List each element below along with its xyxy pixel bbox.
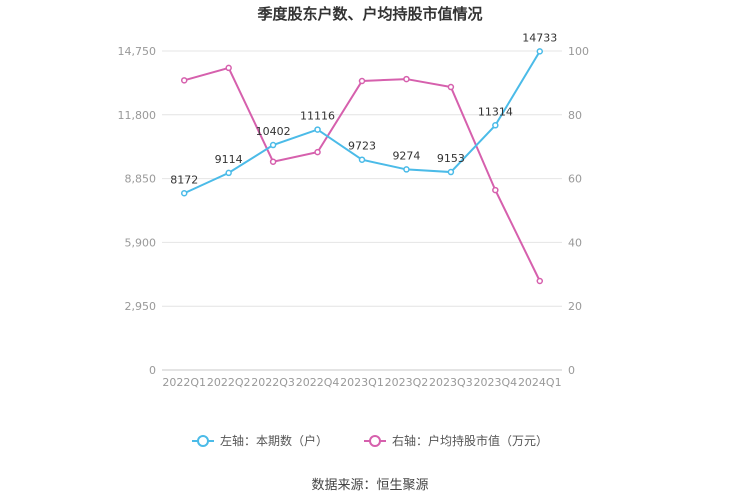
- data-point-left: [403, 166, 410, 173]
- x-axis-tick-label: 2023Q3: [429, 376, 473, 389]
- right-axis-tick-label: 20: [568, 300, 582, 313]
- x-axis-tick-label: 2022Q3: [251, 376, 295, 389]
- legend-label-left: 左轴：本期数（户）: [219, 434, 328, 448]
- left-axis-tick-label: 11,800: [118, 109, 157, 122]
- data-point-left: [492, 122, 499, 129]
- x-axis-tick-label: 2022Q2: [207, 376, 251, 389]
- data-label-left: 14733: [522, 31, 557, 44]
- data-point-right: [314, 148, 321, 156]
- data-point-left: [447, 168, 455, 176]
- data-point-right: [180, 77, 188, 84]
- x-axis-tick-label: 2022Q1: [162, 376, 206, 389]
- data-point-right: [358, 77, 366, 85]
- data-point-left: [358, 156, 366, 163]
- series-line-right: [183, 66, 541, 282]
- left-axis-tick-label: 0: [149, 364, 156, 377]
- legend-item-right-series[interactable]: 右轴：户均持股市值（万元）: [364, 432, 548, 449]
- right-axis-tick-label: 40: [568, 236, 582, 249]
- x-axis-tick-label: 2023Q1: [340, 376, 384, 389]
- right-axis-tick-label: 100: [568, 45, 589, 58]
- data-label-left: 8172: [170, 173, 198, 186]
- data-label-left: 11314: [478, 105, 513, 118]
- data-point-right: [492, 186, 499, 194]
- right-axis-tick-label: 0: [568, 364, 575, 377]
- left-axis-tick-label: 5,900: [125, 236, 157, 249]
- legend-swatch-left: [191, 434, 214, 447]
- data-label-left: 10402: [256, 125, 291, 138]
- left-axis-tick-label: 2,950: [125, 300, 157, 313]
- x-axis-tick-label: 2024Q1: [518, 376, 562, 389]
- legend-label-right: 右轴：户均持股市值（万元）: [392, 434, 549, 448]
- legend-item-left-series[interactable]: 左轴：本期数（户）: [191, 432, 328, 449]
- data-source: 数据来源：恒生聚源: [311, 478, 429, 493]
- x-axis-tick-label: 2022Q4: [296, 376, 340, 389]
- left-axis-tick-label: 14,750: [118, 45, 157, 58]
- data-point-left: [180, 190, 188, 197]
- data-point-right: [225, 64, 232, 72]
- data-point-right: [269, 158, 277, 165]
- data-label-left: 9274: [392, 149, 420, 162]
- data-point-left: [536, 48, 544, 55]
- right-axis-tick-label: 60: [568, 173, 582, 186]
- data-label-left: 9723: [348, 140, 376, 153]
- right-axis-tick-label: 80: [568, 109, 582, 122]
- data-point-left: [225, 169, 232, 177]
- x-axis-tick-label: 2023Q2: [385, 376, 429, 389]
- left-axis-tick-label: 8,850: [125, 173, 157, 186]
- legend-swatch-right: [364, 434, 386, 447]
- data-point-right: [536, 277, 544, 285]
- x-axis-tick-label: 2023Q4: [474, 376, 518, 389]
- data-point-right: [447, 83, 455, 91]
- data-label-left: 9114: [215, 153, 243, 166]
- chart-title: 季度股东户数、户均持股市值情况: [257, 5, 483, 23]
- data-point-right: [403, 75, 410, 83]
- legend: 左轴：本期数（户） 右轴：户均持股市值（万元）: [0, 432, 740, 449]
- data-point-left: [314, 126, 321, 133]
- data-label-left: 11116: [300, 110, 335, 123]
- data-point-left: [269, 141, 277, 149]
- data-label-left: 9153: [437, 152, 465, 165]
